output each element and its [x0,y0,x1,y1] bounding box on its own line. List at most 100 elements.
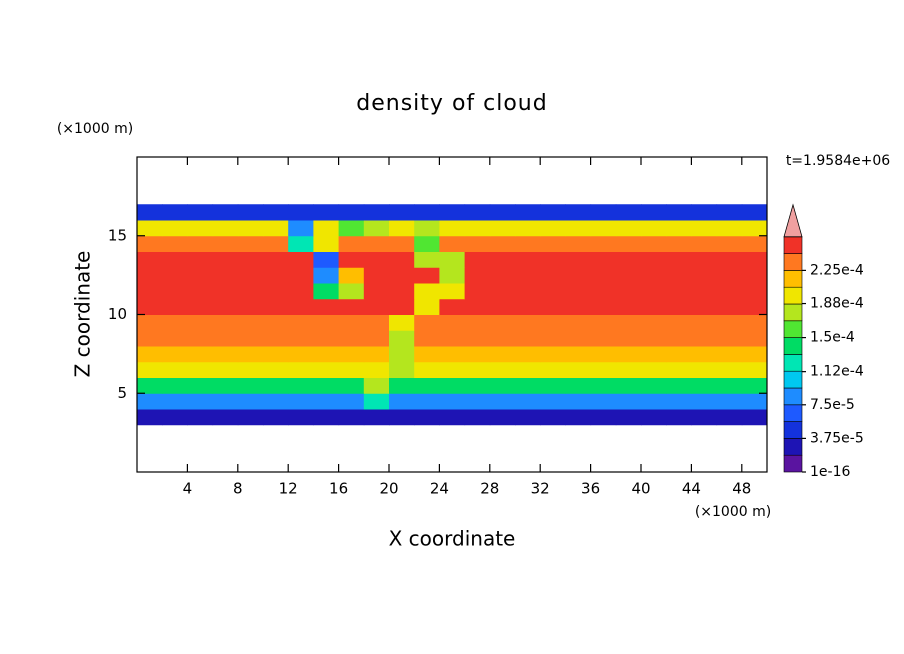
cell [263,267,289,284]
cell [187,204,214,221]
cell [641,267,667,284]
cell [187,267,214,284]
cell [162,267,188,284]
cell [263,346,289,363]
cell [691,346,718,363]
cell [414,204,440,221]
cell [338,251,365,268]
cell [137,377,163,394]
cell [741,409,768,426]
cell [212,409,239,426]
cell [363,267,390,284]
cell [187,298,214,315]
cell [489,251,516,268]
cell [515,377,541,394]
cell [439,377,466,394]
cell [237,298,264,315]
cell [313,283,340,300]
cell [338,235,365,252]
cell [414,361,440,378]
x-tick-label: 44 [682,480,701,498]
cell [691,409,718,426]
cell [565,235,592,252]
cell [515,314,541,331]
cell [439,393,466,410]
cell [389,204,415,221]
cell [187,283,214,300]
chart-title: density of cloud [356,91,547,116]
cell [137,393,163,410]
cell [691,204,718,221]
cell [162,220,188,237]
cell [590,220,617,237]
cell [691,314,718,331]
cell [641,235,667,252]
cell [716,251,743,268]
cell [187,393,214,410]
cell [741,298,768,315]
cell [288,204,314,221]
cell [187,346,214,363]
cell [716,298,743,315]
cell [716,267,743,284]
cell [716,330,743,347]
cell [641,409,667,426]
cell [565,251,592,268]
cell [666,283,692,300]
cell [212,377,239,394]
x-tick-label: 24 [430,480,449,498]
cell [615,314,642,331]
x-tick-label: 20 [379,480,398,498]
cell [464,393,491,410]
colorbar-band [783,337,803,355]
cell [237,314,264,331]
cell [540,361,566,378]
cell [439,267,466,284]
colorbar-band [783,370,803,389]
cell [741,283,768,300]
cell [641,220,667,237]
cell [389,220,415,237]
cell [288,314,314,331]
cell [741,220,768,237]
cell [489,220,516,237]
y-axis-label: Z coordinate [71,251,95,378]
cell [716,314,743,331]
cell [137,283,163,300]
cell [540,314,566,331]
y-tick-label: 15 [108,226,127,244]
cell [237,393,264,410]
cell [237,377,264,394]
cell [590,330,617,347]
cell [489,346,516,363]
cell [187,361,214,378]
cell [187,220,214,237]
cell [338,409,365,426]
cell [237,346,264,363]
cell [237,330,264,347]
cell [288,409,314,426]
cell [515,298,541,315]
cell [338,330,365,347]
cell [515,204,541,221]
x-tick-label: 4 [183,480,193,498]
cell [590,204,617,221]
cell [263,330,289,347]
cell [212,267,239,284]
cell [212,283,239,300]
cell [162,330,188,347]
cell [338,283,365,300]
cell [389,283,415,300]
cell [439,235,466,252]
cell [741,377,768,394]
cell [237,220,264,237]
cell [641,251,667,268]
cell [716,283,743,300]
cell [515,409,541,426]
cell [288,267,314,284]
cell [590,251,617,268]
y-tick-label: 10 [108,305,127,323]
x-tick-label: 48 [732,480,751,498]
cell [590,361,617,378]
cell [338,267,365,284]
